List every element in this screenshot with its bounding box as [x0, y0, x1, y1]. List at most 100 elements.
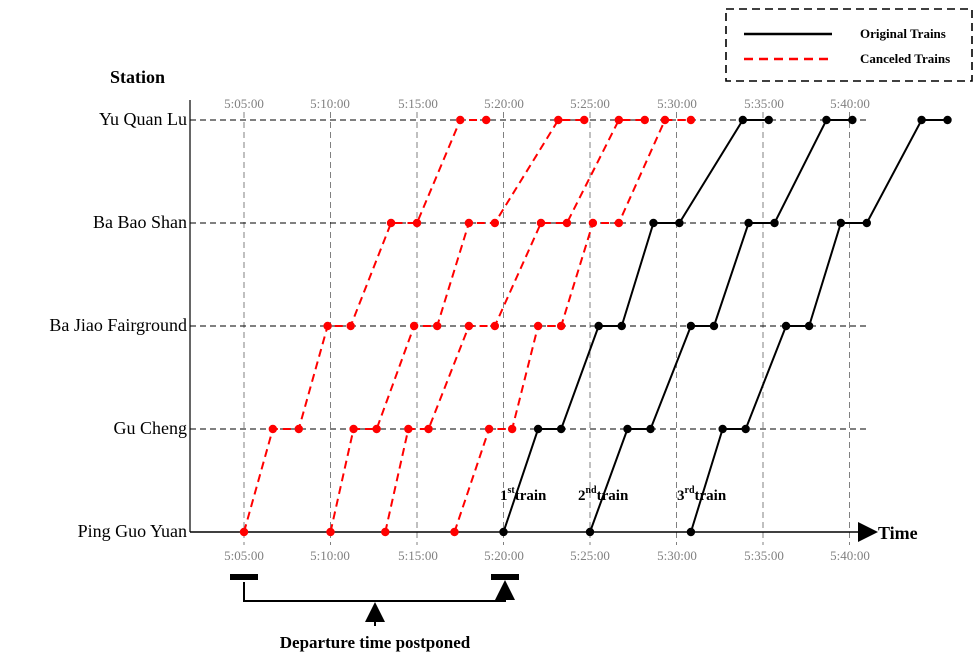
top-tick-label: 5:05:00 [224, 96, 264, 111]
original-train-stop-point [623, 424, 632, 434]
original-train-path [689, 119, 948, 533]
station-label-ping-guo-yuan: Ping Guo Yuan [78, 521, 187, 541]
station-label-gu-cheng: Gu Cheng [114, 418, 188, 438]
canceled-train-stop-point [372, 424, 381, 434]
bottom-tick-label: 5:15:00 [398, 548, 438, 563]
canceled-train-stop-point [346, 321, 355, 331]
original-train-stop-point [781, 321, 791, 331]
bracket-line [243, 580, 515, 602]
bottom-tick-label: 5:25:00 [570, 548, 610, 563]
canceled-train-stop-point [424, 424, 433, 434]
top-tick-label: 5:15:00 [398, 96, 438, 111]
original-train-stop-point [533, 424, 543, 434]
train-label-number: 3 [677, 488, 685, 504]
station-label-ba-jiao-fairground: Ba Jiao Fairground [49, 315, 187, 335]
canceled-train-stop-point [381, 527, 390, 537]
postponed-bracket: Departure time postponed [230, 574, 519, 652]
canceled-train-stop-point [409, 321, 419, 331]
train-label-1st: 1sttrain [500, 485, 547, 504]
train-label-word: train [515, 488, 547, 504]
train-label-suffix: nd [586, 485, 598, 496]
train-label-3rd: 3rdtrain [677, 485, 727, 504]
canceled-train-stop-point [640, 115, 649, 125]
station-label-yu-quan-lu: Yu Quan Lu [99, 109, 187, 129]
bottom-tick-label: 5:20:00 [484, 548, 524, 563]
train-label-word: train [597, 488, 629, 504]
canceled-train-stop-point [239, 527, 249, 537]
canceled-train-stop-point [482, 115, 491, 125]
canceled-train-stop-point [507, 424, 517, 434]
original-train-stop-point [848, 115, 857, 125]
station-label-ba-bao-shan: Ba Bao Shan [93, 212, 187, 232]
original-train-stop-point [822, 115, 831, 125]
original-train-stop-point [764, 115, 773, 125]
original-train-stop-point [709, 321, 719, 331]
canceled-train-stop-point [580, 115, 589, 125]
original-train-stop-point [836, 218, 846, 228]
bottom-tick-label: 5:10:00 [310, 548, 350, 563]
original-train-stop-point [738, 115, 748, 125]
canceled-train-stop-point [349, 424, 358, 434]
canceled-train-stop-point [464, 321, 474, 331]
canceled-train-stop-point [386, 218, 396, 228]
time-ticks-top: 5:05:00 5:10:00 5:15:00 5:20:00 5:25:00 … [224, 96, 870, 111]
time-ticks-bottom: 5:05:00 5:10:00 5:15:00 5:20:00 5:25:00 … [224, 548, 870, 563]
canceled-train-stop-point [686, 115, 696, 125]
canceled-train-stop-point [404, 424, 413, 434]
original-train-stop-point [649, 218, 658, 228]
canceled-train-stop-point [323, 321, 332, 331]
top-tick-label: 5:30:00 [657, 96, 697, 111]
train-paths [239, 115, 952, 537]
legend: Original Trains Canceled Trains [725, 8, 973, 82]
canceled-train-stop-point [432, 321, 442, 331]
original-train-stop-point [499, 527, 508, 537]
original-train-stop-point [585, 527, 595, 537]
canceled-train-stop-point [484, 424, 494, 434]
bracket-marker-left [230, 574, 258, 580]
canceled-train-stop-point [268, 424, 278, 434]
y-axis-title: Station [110, 67, 165, 87]
train-label-word: train [695, 488, 727, 504]
train-label-number: 2 [578, 488, 586, 504]
legend-canceled-label: Canceled Trains [860, 51, 950, 66]
bottom-tick-label: 5:35:00 [744, 548, 784, 563]
legend-box [725, 8, 973, 82]
bracket-marker-right [491, 574, 519, 580]
station-labels: Yu Quan Lu Ba Bao Shan Ba Jiao Fairgroun… [49, 109, 187, 541]
canceled-train-path [329, 119, 585, 533]
canceled-train-stop-point [614, 218, 624, 228]
original-train-stop-point [686, 321, 696, 331]
original-train-stop-point [675, 218, 684, 228]
top-tick-label: 5:35:00 [744, 96, 784, 111]
bottom-tick-label: 5:30:00 [657, 548, 697, 563]
original-train-stop-point [686, 527, 696, 537]
original-train-stop-point [718, 424, 727, 434]
original-train-stop-point [594, 321, 603, 331]
canceled-train-stop-point [562, 218, 572, 228]
original-train-stop-point [741, 424, 750, 434]
canceled-train-stop-point [588, 218, 598, 228]
original-train-stop-point [646, 424, 655, 434]
original-train-stop-point [943, 115, 952, 125]
train-label-number: 1 [500, 488, 508, 504]
original-train-stop-point [862, 218, 871, 228]
canceled-train-stop-point [326, 527, 335, 537]
canceled-train-stop-point [614, 115, 624, 125]
canceled-train-stop-point [464, 218, 474, 228]
canceled-train-stop-point [450, 527, 459, 537]
canceled-train-stop-point [554, 115, 563, 125]
legend-original-label: Original Trains [860, 26, 946, 41]
canceled-train-stop-point [533, 321, 543, 331]
canceled-train-stop-point [660, 115, 670, 125]
train-labels: 1sttrain 2ndtrain 3rdtrain [500, 485, 727, 504]
top-tick-label: 5:25:00 [570, 96, 610, 111]
bottom-tick-label: 5:05:00 [224, 548, 264, 563]
train-label-suffix: st [508, 485, 516, 496]
bottom-tick-label: 5:40:00 [830, 548, 870, 563]
canceled-train-stop-point [456, 115, 465, 125]
train-label-suffix: rd [685, 485, 695, 496]
train-label-2nd: 2ndtrain [578, 485, 629, 504]
original-train-stop-point [917, 115, 926, 125]
canceled-train-stop-point [412, 218, 422, 228]
